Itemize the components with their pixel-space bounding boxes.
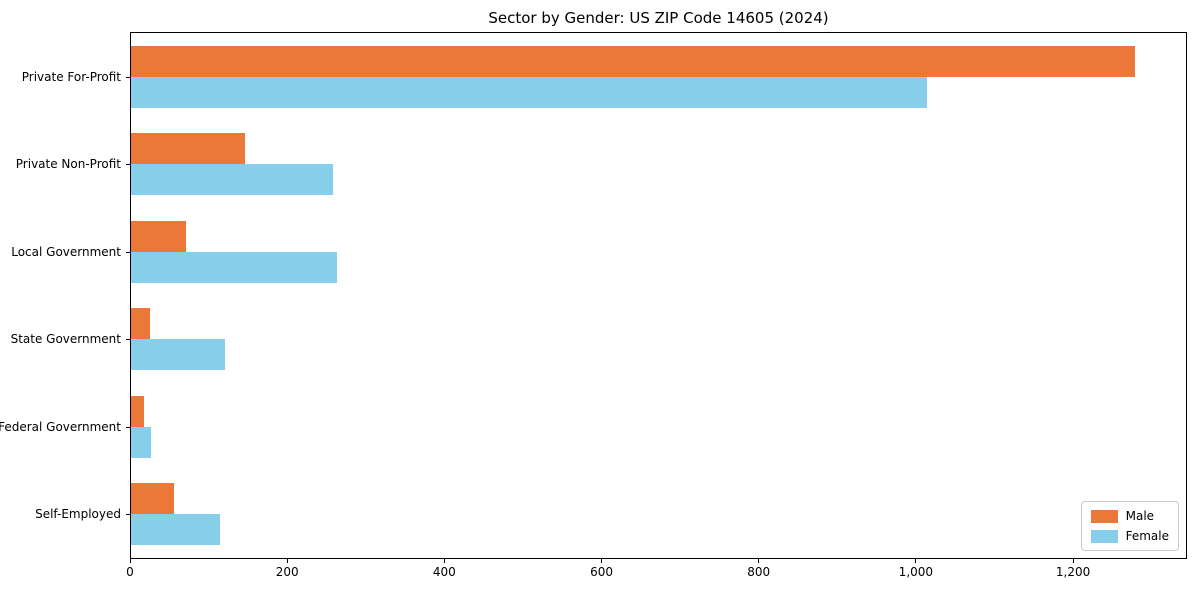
male-bar	[131, 483, 175, 515]
chart-title: Sector by Gender: US ZIP Code 14605 (202…	[488, 9, 829, 27]
male-bar	[131, 45, 1135, 77]
y-tick-mark	[126, 426, 130, 428]
category-label: Private For-Profit	[21, 69, 121, 84]
bar-group: Private Non-Profit	[16, 121, 1186, 209]
female-bar	[131, 76, 928, 108]
female-bar	[131, 251, 337, 283]
bar-group: State Government	[11, 296, 1186, 384]
y-tick-mark	[126, 164, 130, 166]
bar-group: Self-Employed	[35, 471, 1186, 559]
x-tick-label: 200	[275, 565, 299, 579]
category-label: State Government	[10, 332, 121, 347]
legend-label: Female	[1125, 529, 1169, 543]
plot-area: Private For-Profit Private Non-Profit Loca…	[0, 32, 1187, 559]
legend-label: Male	[1125, 509, 1155, 523]
category-label: Private Non-Profit	[15, 157, 121, 172]
x-tick-mark	[601, 559, 603, 563]
y-tick-mark	[126, 514, 130, 516]
x-tick-label: 400	[432, 565, 456, 579]
x-tick-mark	[1072, 559, 1074, 563]
x-tick-mark	[443, 559, 445, 563]
x-tick-mark	[915, 559, 917, 563]
category-label: Local Government	[11, 244, 121, 259]
female-bar	[131, 426, 151, 458]
x-tick-mark	[758, 559, 760, 563]
x-tick-label: 800	[747, 565, 771, 579]
female-bar	[131, 514, 220, 546]
female-bar	[131, 339, 226, 371]
female-bar	[131, 164, 333, 196]
female-swatch-icon	[1090, 529, 1118, 543]
legend: Male Female	[1080, 501, 1179, 551]
male-bar	[131, 308, 150, 340]
x-tick-mark	[129, 559, 131, 563]
legend-item-female: Female	[1090, 529, 1169, 543]
category-label: Self-Employed	[35, 507, 121, 522]
x-tick-label: 600	[590, 565, 613, 579]
bar-group: Federal Government	[0, 383, 1186, 471]
x-tick-mark	[286, 559, 288, 563]
legend-item-male: Male	[1090, 509, 1169, 523]
bar-group: Local Government	[11, 208, 1186, 296]
male-bar	[131, 395, 144, 427]
x-tick-label: 1,200	[1055, 565, 1091, 579]
male-bar	[131, 220, 186, 252]
x-tick-label: 1,000	[898, 565, 934, 579]
y-tick-mark	[126, 251, 130, 253]
y-tick-mark	[126, 339, 130, 341]
male-bar	[131, 133, 245, 165]
y-tick-mark	[126, 76, 130, 78]
category-label: Federal Government	[0, 419, 121, 434]
bar-group: Private For-Profit	[22, 33, 1186, 121]
x-axis: 0 200 400 600 800 1,000 1,200	[126, 559, 1187, 589]
x-tick-label: 0	[126, 565, 134, 579]
male-swatch-icon	[1090, 509, 1118, 523]
